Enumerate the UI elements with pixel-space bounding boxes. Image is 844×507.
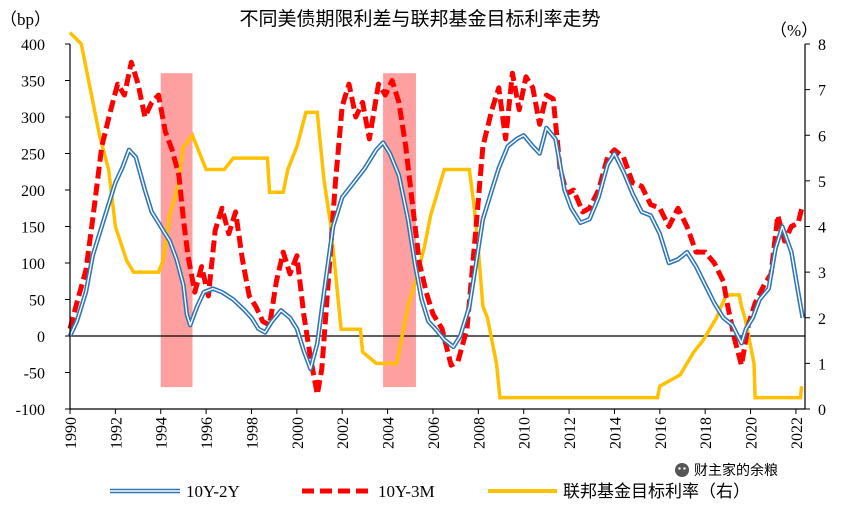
x-tick-label: 1996	[199, 417, 216, 449]
y-left-tick-label: 250	[21, 147, 45, 164]
x-tick-label: 2020	[744, 417, 761, 449]
x-tick-label: 2010	[517, 417, 534, 449]
y-left-tick-label: 0	[37, 329, 45, 346]
x-tick-label: 1990	[63, 417, 80, 449]
legend-label-fed-rate: 联邦基金目标利率（右）	[563, 482, 750, 501]
y-left-tick-label: 400	[21, 37, 45, 54]
watermark: 财主家的余粮	[675, 462, 778, 479]
y-left-tick-label: 100	[21, 256, 45, 273]
x-tick-label: 2002	[335, 417, 352, 449]
y-right-tick-label: 5	[818, 174, 826, 191]
y-right-tick-label: 4	[818, 220, 826, 237]
x-tick-label: 2012	[562, 417, 579, 449]
y-left-unit: （bp）	[0, 10, 51, 29]
y-left-tick-label: -50	[24, 366, 45, 383]
y-left-tick-label: 200	[21, 183, 45, 200]
y-left-tick-label: 300	[21, 110, 45, 127]
series-group	[67, 31, 806, 400]
y-right-tick-label: 7	[818, 83, 826, 100]
y-right-tick-label: 0	[818, 402, 826, 419]
y-left-tick-label: 350	[21, 74, 45, 91]
wechat-icon	[675, 463, 689, 477]
legend-label-10y-2y: 10Y-2Y	[186, 482, 240, 501]
y-right-ticks: 8 7 6 5 4 3 2 1 0	[805, 37, 826, 419]
watermark-text: 财主家的余粮	[694, 462, 778, 479]
legend-item-10y-2y: 10Y-2Y	[110, 482, 240, 501]
y-right-tick-label: 2	[818, 311, 826, 328]
x-tick-label: 2018	[698, 417, 715, 449]
y-left-tick-label: 50	[29, 293, 45, 310]
legend-label-10y-3m: 10Y-3M	[378, 482, 435, 501]
legend: 10Y-2Y 10Y-3M 联邦基金目标利率（右）	[110, 482, 750, 501]
series-line-10y-2y-inner	[69, 127, 804, 370]
x-tick-label: 2008	[471, 417, 488, 449]
x-tick-label: 2004	[381, 417, 398, 449]
series-line-fed-rate	[68, 31, 804, 400]
x-tick-label: 1998	[245, 417, 262, 449]
y-right-tick-label: 8	[818, 37, 826, 54]
shaded-periods	[160, 73, 416, 388]
x-tick-label: 2016	[653, 417, 670, 449]
wechat-icon-eye-left	[678, 467, 681, 470]
x-tick-label: 1992	[108, 417, 125, 449]
series-line-10y-3m	[67, 59, 806, 397]
y-right-tick-label: 6	[818, 128, 826, 145]
legend-item-10y-3m: 10Y-3M	[302, 482, 435, 501]
x-tick-label: 1994	[154, 417, 171, 449]
legend-item-fed-rate: 联邦基金目标利率（右）	[488, 482, 750, 501]
x-tick-label: 2022	[789, 417, 806, 449]
chart-title: 不同美债期限利差与联邦基金目标利率走势	[239, 8, 600, 30]
y-right-unit: （%）	[770, 21, 818, 40]
y-left-tick-label: -100	[16, 402, 45, 419]
wechat-icon-eye-right	[683, 467, 686, 470]
y-right-tick-label: 3	[818, 265, 826, 282]
x-tick-label: 2000	[290, 417, 307, 449]
y-left-ticks: 400 350 300 250 200 150 100 50 0 -50 -100	[16, 37, 70, 419]
x-ticks: 1990 1992 1994 1996 1998 2000 2002 2004 2006 2008…	[63, 409, 806, 449]
y-left-tick-label: 150	[21, 220, 45, 237]
x-tick-label: 2014	[607, 417, 624, 449]
y-right-tick-label: 1	[818, 356, 826, 373]
x-tick-label: 2006	[426, 417, 443, 449]
